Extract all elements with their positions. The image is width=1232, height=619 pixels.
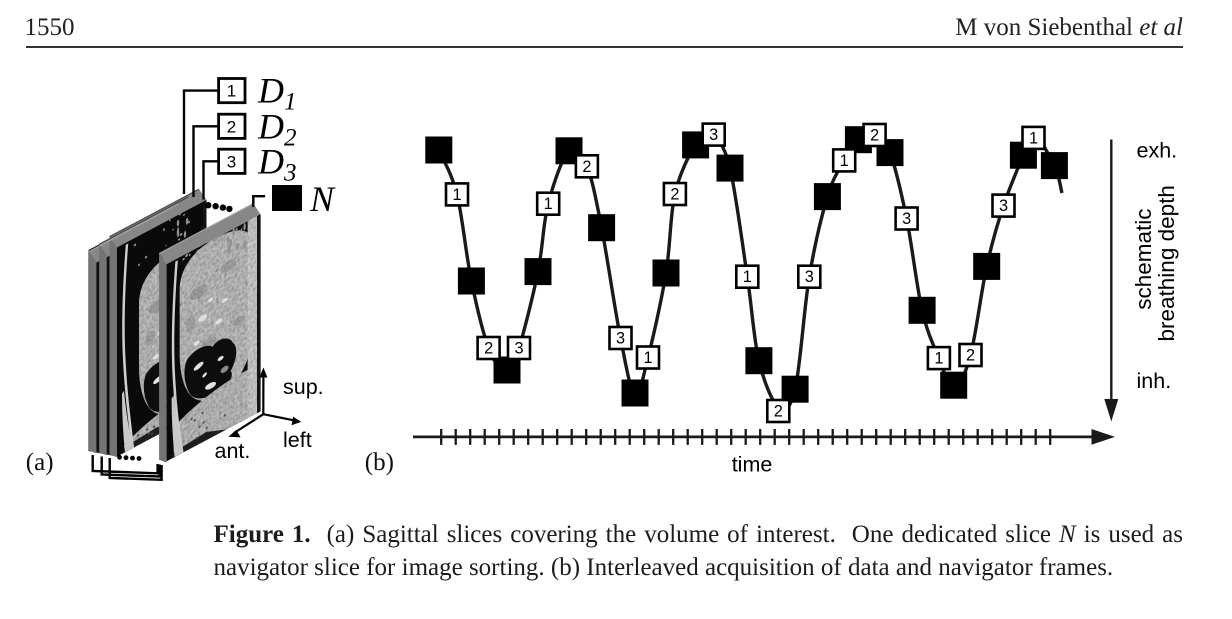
- svg-text:3: 3: [227, 152, 236, 171]
- svg-text:2: 2: [774, 403, 783, 421]
- svg-text:N: N: [309, 179, 336, 219]
- svg-text:3: 3: [902, 210, 911, 228]
- svg-text:3: 3: [709, 126, 718, 144]
- svg-text:time: time: [732, 453, 773, 477]
- svg-text:1: 1: [934, 350, 943, 368]
- svg-text:1: 1: [643, 349, 652, 367]
- svg-text:2: 2: [670, 186, 679, 204]
- svg-text:2: 2: [870, 127, 879, 145]
- svg-text:sup.: sup.: [283, 375, 324, 399]
- svg-text:2: 2: [582, 158, 591, 176]
- svg-text:2: 2: [484, 340, 493, 358]
- svg-text:ant.: ant.: [215, 439, 251, 463]
- svg-text:exh.: exh.: [1137, 139, 1178, 163]
- svg-text:1: 1: [1029, 129, 1038, 147]
- svg-text:1: 1: [227, 82, 236, 101]
- svg-text:breathing depth: breathing depth: [1154, 185, 1179, 341]
- svg-text:3: 3: [616, 330, 625, 348]
- svg-text:2: 2: [227, 117, 236, 136]
- svg-text:1: 1: [743, 268, 752, 286]
- svg-text:1: 1: [840, 152, 849, 170]
- svg-text:(b): (b): [365, 449, 394, 476]
- svg-text:2: 2: [966, 347, 975, 365]
- svg-text:schematic: schematic: [1131, 208, 1156, 309]
- svg-text:D3: D3: [257, 141, 297, 186]
- svg-text:3: 3: [805, 268, 814, 286]
- svg-text:1: 1: [544, 195, 553, 213]
- svg-text:3: 3: [514, 340, 523, 358]
- svg-text:left: left: [283, 428, 312, 452]
- svg-text:(a): (a): [26, 449, 54, 476]
- svg-text:inh.: inh.: [1137, 369, 1172, 393]
- svg-text:3: 3: [999, 197, 1008, 215]
- svg-text:1: 1: [452, 186, 461, 204]
